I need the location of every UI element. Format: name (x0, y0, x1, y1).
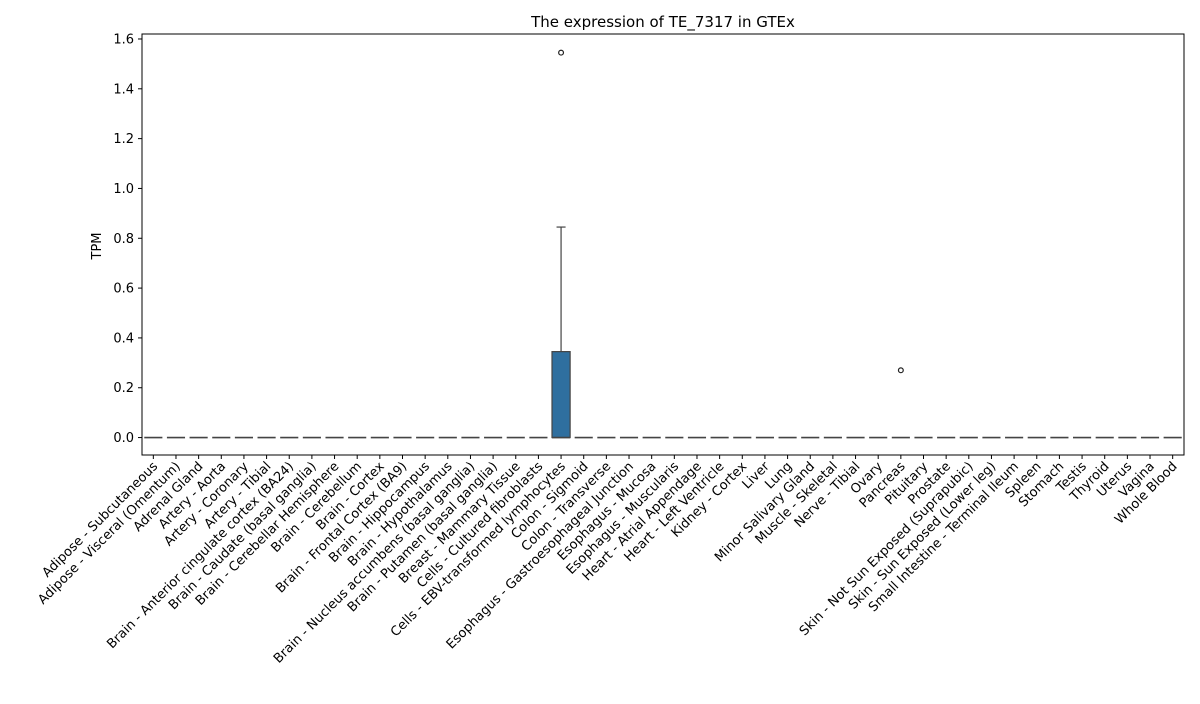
y-tick-label: 0.8 (113, 232, 134, 247)
y-tick-label: 0.6 (113, 282, 134, 297)
y-tick-label: 1.2 (113, 132, 134, 147)
y-tick-label: 1.4 (113, 82, 134, 97)
plot-frame (141, 33, 1185, 456)
y-tick-label: 1.6 (113, 32, 134, 47)
y-axis-label: TPM (90, 233, 105, 261)
y-tick-label: 1.0 (113, 182, 134, 197)
chart-title: The expression of TE_7317 in GTEx (530, 13, 795, 32)
y-tick-label: 0.2 (113, 381, 134, 396)
box-19 (551, 351, 571, 439)
y-tick-label: 0.4 (113, 331, 134, 346)
outlier-point (897, 367, 904, 374)
outlier-point (558, 49, 565, 56)
y-tick-label: 0.0 (113, 431, 134, 446)
